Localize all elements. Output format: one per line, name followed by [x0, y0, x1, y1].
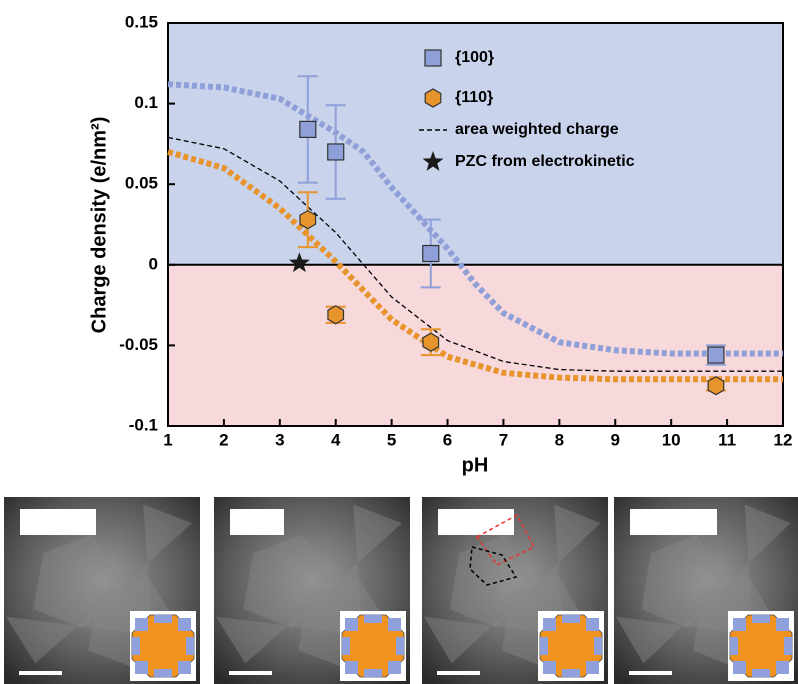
inset-facet	[135, 661, 148, 674]
inset-facet	[364, 615, 382, 623]
inset-facet	[733, 618, 746, 631]
x-tick-label: 8	[555, 430, 564, 449]
y-tick-label: -0.05	[119, 335, 158, 354]
square-marker	[300, 121, 316, 137]
inset-facet	[364, 669, 382, 677]
x-tick-label: 7	[499, 430, 508, 449]
y-tick-label: 0.1	[134, 93, 158, 112]
figure: Charge density (e/nm²) pH -0.1 -0.05 0 0.05…	[0, 0, 798, 684]
hexagon-marker	[708, 377, 724, 395]
x-tick-label: 1	[163, 430, 172, 449]
inset-facet	[345, 618, 358, 631]
x-tick-label: 6	[443, 430, 452, 449]
x-tick-label: 9	[611, 430, 620, 449]
x-tick-label: 2	[219, 430, 228, 449]
negative-region	[168, 265, 783, 426]
inset-facet	[396, 637, 404, 655]
inset-facet	[752, 669, 770, 677]
inset-facet	[776, 661, 789, 674]
y-axis-label: Charge density (e/nm²)	[88, 117, 110, 334]
x-tick-label: 4	[331, 430, 341, 449]
y-tick-label: -0.1	[129, 415, 158, 434]
inset-facet	[154, 615, 172, 623]
y-tick-label: 0.15	[125, 12, 158, 31]
square-marker	[425, 50, 441, 66]
inset-facet	[562, 615, 580, 623]
inset-facet	[586, 618, 599, 631]
x-tick-label: 5	[387, 430, 396, 449]
inset-facet	[186, 637, 194, 655]
inset-facet	[543, 661, 556, 674]
square-marker	[328, 144, 344, 160]
inset-facet	[594, 637, 602, 655]
x-tick-label: 11	[718, 430, 736, 449]
legend-label: {100}	[455, 49, 494, 66]
inset-facet	[784, 637, 792, 655]
panel-label-box	[630, 509, 717, 535]
inset-facet	[730, 637, 738, 655]
panel-label-box	[438, 509, 514, 535]
inset-facet	[562, 669, 580, 677]
hexagon-marker	[423, 333, 439, 351]
panel-label-box	[230, 509, 284, 535]
inset-facet	[135, 618, 148, 631]
y-tick-label: 0	[149, 254, 158, 273]
inset-facet	[543, 618, 556, 631]
legend-label: area weighted charge	[455, 121, 619, 138]
x-tick-label: 10	[662, 430, 681, 449]
square-marker	[708, 347, 724, 363]
inset-facet	[132, 637, 140, 655]
inset-facet	[586, 661, 599, 674]
legend-label: PZC from electrokinetic	[455, 153, 635, 170]
inset-facet	[345, 661, 358, 674]
inset-facet	[752, 615, 770, 623]
inset-facet	[776, 618, 789, 631]
inset-facet	[342, 637, 350, 655]
inset-facet	[178, 661, 191, 674]
hexagon-marker	[300, 211, 316, 229]
inset-facet	[388, 661, 401, 674]
inset-facet	[154, 669, 172, 677]
hexagon-marker	[425, 89, 441, 107]
legend-label: {110}	[455, 89, 493, 106]
y-tick-label: 0.05	[125, 174, 158, 193]
panel-label-box	[20, 509, 96, 535]
x-tick-label: 3	[275, 430, 284, 449]
inset-facet	[178, 618, 191, 631]
x-tick-label: 12	[774, 430, 793, 449]
square-marker	[423, 246, 439, 262]
x-axis-label: pH	[462, 454, 489, 476]
inset-facet	[388, 618, 401, 631]
inset-facet	[540, 637, 548, 655]
inset-facet	[733, 661, 746, 674]
hexagon-marker	[328, 306, 344, 324]
